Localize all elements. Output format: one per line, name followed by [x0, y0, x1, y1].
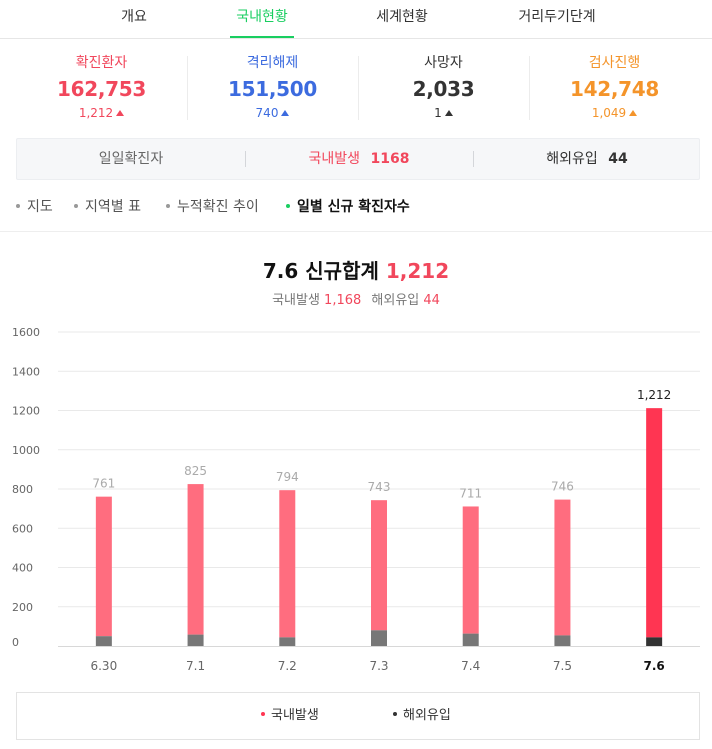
subnav-cumulative-trend[interactable]: 누적확진 추이: [166, 196, 259, 216]
divider: [245, 151, 246, 167]
bar-total-label: 711: [459, 486, 482, 500]
stats-summary: 확진환자 162,753 1,212 격리해제 151,500 740 사망자 …: [16, 52, 700, 128]
x-tick-label: 6.30: [90, 659, 117, 673]
stat-label: 사망자: [424, 55, 463, 71]
stat-value: 162,753: [57, 77, 146, 101]
stat-value: 151,500: [228, 77, 317, 101]
daily-domestic: 국내발생 1168: [245, 139, 473, 179]
bullet-dot-icon: [166, 204, 170, 208]
bar-total-label: 746: [551, 480, 574, 494]
stat-delta: 1: [358, 104, 529, 122]
subnav-map[interactable]: 지도: [16, 196, 53, 216]
bar-total-label: 1,212: [637, 388, 671, 402]
stat-label: 확진환자: [75, 55, 128, 71]
y-tick-label: 0: [12, 636, 19, 649]
bar-domestic: [187, 484, 204, 635]
triangle-up-icon: [281, 110, 290, 116]
bar-overseas: [646, 637, 663, 646]
bar-overseas: [554, 635, 571, 646]
x-tick-label: 7.1: [186, 659, 205, 673]
subtitle-overseas-value: 44: [423, 293, 440, 308]
x-tick-label: 7.4: [461, 659, 480, 673]
tab-world-status[interactable]: 세계현황: [376, 9, 428, 25]
bar-overseas: [187, 634, 204, 646]
top-tab-bar: 개요 국내현황 세계현황 거리두기단계: [0, 0, 712, 39]
subnav-region-table[interactable]: 지역별 표: [74, 196, 141, 216]
bar-total-label: 761: [92, 477, 115, 491]
legend-overseas: 해외유입: [393, 693, 451, 739]
stat-value: 142,748: [570, 77, 659, 101]
daily-overseas: 해외유입 44: [473, 139, 701, 179]
tab-distancing-level[interactable]: 거리두기단계: [518, 9, 596, 25]
stat-label: 검사진행: [588, 55, 641, 71]
section-divider: [0, 231, 712, 232]
x-tick-label: 7.5: [553, 659, 572, 673]
chart-legend: 국내발생 해외유입: [16, 692, 700, 740]
divider: [187, 56, 188, 120]
subnav-daily-new-cases[interactable]: 일별 신규 확진자수: [286, 196, 410, 216]
x-tick-label: 7.6: [644, 659, 665, 673]
chart-subtitle: 국내발생 1,168 해외유입 44: [0, 289, 712, 308]
legend-dot-icon: [393, 712, 397, 716]
x-tick-label: 7.3: [369, 659, 388, 673]
y-tick-label: 1000: [12, 444, 40, 457]
daily-domestic-value: 1168: [370, 151, 410, 167]
legend-dot-icon: [261, 712, 265, 716]
triangle-up-icon: [116, 110, 125, 116]
tab-overview[interactable]: 개요: [121, 9, 147, 25]
subtitle-overseas-label: 해외유입: [371, 293, 420, 308]
stat-delta: 1,049: [529, 104, 700, 122]
divider: [358, 56, 359, 120]
stat-confirmed: 확진환자 162,753 1,212: [16, 52, 187, 122]
subtitle-domestic-value: 1,168: [324, 293, 362, 308]
bar-domestic: [646, 408, 663, 638]
daily-overseas-label: 해외유입: [546, 151, 598, 167]
y-tick-label: 1600: [12, 326, 40, 339]
y-tick-label: 400: [12, 562, 33, 575]
bar-total-label: 794: [276, 470, 299, 484]
daily-confirmed-bar: 일일확진자 국내발생 1168 해외유입 44: [16, 138, 700, 180]
bar-domestic: [371, 500, 387, 631]
bar-overseas: [462, 633, 479, 646]
triangle-up-icon: [444, 110, 453, 116]
y-tick-label: 800: [12, 483, 33, 496]
tab-domestic-status[interactable]: 국내현황: [230, 0, 294, 38]
chart-title-total: 1,212: [385, 259, 450, 283]
bar-total-label: 743: [368, 480, 391, 494]
bullet-dot-icon: [16, 204, 20, 208]
bullet-dot-icon: [74, 204, 78, 208]
y-tick-label: 1200: [12, 405, 40, 418]
subtitle-domestic-label: 국내발생: [272, 293, 320, 308]
stat-testing: 검사진행 142,748 1,049: [529, 52, 700, 122]
bar-overseas: [279, 637, 296, 646]
y-tick-label: 200: [12, 601, 33, 614]
stat-delta: 740: [187, 104, 358, 122]
stat-value: 2,033: [412, 77, 475, 101]
divider: [529, 56, 530, 120]
bar-domestic: [554, 499, 571, 636]
daily-domestic-label: 국내발생: [308, 151, 361, 167]
bar-overseas: [95, 636, 112, 646]
stat-deaths: 사망자 2,033 1: [358, 52, 529, 122]
y-tick-label: 600: [12, 522, 33, 535]
y-tick-label: 1400: [12, 365, 40, 378]
chart-title: 7.6 신규합계 1,212: [0, 255, 712, 284]
divider: [473, 151, 474, 167]
stat-label: 격리해제: [246, 55, 299, 71]
bar-domestic: [95, 496, 112, 637]
stat-delta: 1,212: [16, 104, 187, 122]
bar-domestic: [462, 506, 479, 634]
daily-label: 일일확진자: [98, 151, 164, 167]
x-tick-label: 7.2: [278, 659, 297, 673]
legend-domestic: 국내발생: [261, 693, 319, 739]
daily-cases-bar-chart: 0 200 400 600 800 1000 1200 1400 1600 761 6.30 825 7…: [12, 326, 700, 673]
triangle-up-icon: [629, 110, 638, 116]
bullet-dot-icon: [286, 204, 290, 208]
daily-overseas-value: 44: [608, 151, 628, 167]
stat-released: 격리해제 151,500 740: [187, 52, 358, 122]
chart-title-text: 7.6 신규합계: [262, 259, 379, 283]
bar-total-label: 825: [184, 464, 207, 478]
bar-overseas: [371, 630, 387, 646]
bar-domestic: [279, 490, 296, 638]
